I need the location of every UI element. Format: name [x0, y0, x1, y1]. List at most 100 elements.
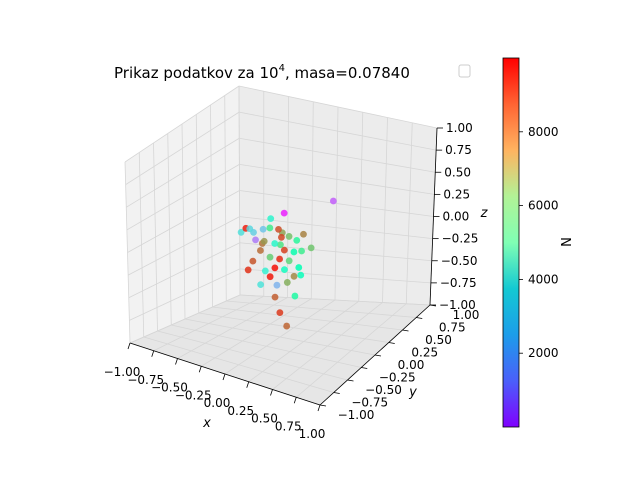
scatter-point: [260, 237, 268, 245]
y-tick-mark: [402, 329, 409, 332]
scatter-point: [307, 244, 315, 252]
grid-floor-y: [212, 306, 403, 331]
grid-floor-x: [272, 302, 383, 390]
x-tick-mark: [151, 350, 155, 357]
grid-left-y: [224, 95, 227, 302]
scatter-point: [276, 309, 284, 317]
scatter-point: [267, 215, 275, 223]
scatter-point: [298, 247, 305, 255]
scatter-point: [280, 209, 288, 217]
scatter-point: [281, 266, 288, 274]
scatter-point: [259, 225, 267, 233]
z-tick-label: 0.50: [444, 165, 471, 179]
scatter-point: [285, 257, 293, 265]
x-tick-label: 0.75: [275, 419, 302, 433]
grid-back-x: [382, 117, 388, 303]
x-tick-label: −1.00: [104, 365, 141, 379]
y-tick-label: −0.50: [365, 383, 402, 397]
scatter-point: [275, 225, 282, 233]
y-tick-label: 0.50: [425, 333, 452, 347]
scatter-point: [280, 246, 288, 254]
y-tick-mark: [347, 379, 354, 382]
scatter-point: [257, 247, 264, 254]
grid-left-y: [195, 114, 200, 314]
y-axis-label: y: [408, 385, 417, 400]
scatter-point: [283, 322, 291, 330]
grid-left-y: [238, 85, 241, 296]
scatter-point: [295, 264, 303, 271]
grid-floor-y: [198, 312, 389, 343]
scatter-point: [283, 279, 291, 286]
x-tick-label: 0.25: [227, 404, 254, 418]
scatter-point: [246, 225, 254, 233]
grid-left-z: [124, 85, 240, 163]
scatter-point: [273, 281, 281, 289]
x-tick-label: −0.25: [175, 388, 212, 402]
grid-floor-x: [295, 303, 407, 398]
y-tick-mark: [374, 354, 382, 357]
colorbar: 2000 4000 6000 8000 N: [502, 57, 575, 428]
colorbar-gradient: [502, 57, 520, 428]
x-tick-mark: [198, 366, 202, 373]
scatter-point: [278, 233, 285, 241]
scatter-point: [293, 236, 301, 244]
grid-floor-y: [184, 318, 376, 356]
z-tick-label: −0.50: [441, 254, 478, 268]
scatter-point: [271, 293, 279, 301]
z-axis-label: z: [480, 206, 489, 221]
scatter-point: [277, 241, 284, 249]
scatter-point: [237, 228, 245, 236]
scatter-point: [244, 266, 252, 274]
grid-left-z: [126, 137, 240, 208]
grid-back-z: [239, 137, 436, 173]
grid-left-z: [125, 111, 240, 185]
x-tick-mark: [175, 358, 178, 365]
scatter-point: [266, 253, 274, 261]
z-tick-label: −0.75: [440, 276, 477, 290]
x-tick-mark: [246, 381, 250, 388]
grid-back-z: [238, 85, 438, 129]
x-tick-label: 1.00: [299, 427, 326, 441]
x-tick-label: 0.00: [204, 396, 231, 410]
y-tick-label: −0.75: [351, 396, 388, 410]
scatter-point: [261, 267, 269, 275]
x-tick-mark: [270, 389, 273, 396]
y-tick-mark: [361, 367, 368, 369]
colorbar-tick-label: 4000: [528, 272, 559, 286]
x-tick-label: −0.75: [127, 373, 164, 387]
chart-title: Prikaz podatkov za 104, masa=0.07840: [114, 63, 410, 82]
scatter-point: [291, 292, 299, 300]
grid-left-y: [210, 104, 213, 308]
x-tick-label: 0.50: [251, 412, 278, 426]
grid-back-z: [239, 190, 434, 217]
x-tick-mark: [317, 404, 321, 412]
colorbar-tick-label: 2000: [528, 346, 559, 360]
scatter-point: [276, 255, 283, 263]
scatter-point: [266, 224, 274, 232]
scatter-point: [257, 281, 265, 289]
z-tick-label: −1.00: [439, 298, 476, 312]
y-tick-mark: [333, 392, 340, 394]
x-tick-mark: [222, 373, 226, 381]
grid-floor-x: [248, 300, 359, 383]
scatter-point: [297, 271, 305, 279]
grid-left-z: [126, 164, 240, 231]
z-tick-label: 0.75: [445, 143, 472, 157]
y-tick-label: −1.00: [338, 408, 375, 422]
y-tick-label: 1.00: [453, 308, 480, 322]
scatter-point: [249, 257, 257, 265]
grid-back-x: [358, 112, 364, 302]
y-tick-label: 0.25: [411, 346, 438, 360]
y-tick-label: 0.75: [439, 321, 466, 335]
scatter-points: [237, 197, 337, 330]
x-tick-label: −0.50: [151, 381, 188, 395]
z-tick-label: 0.00: [443, 210, 470, 224]
scatter-point: [252, 236, 259, 244]
scatter-point: [300, 230, 307, 238]
scatter-point: [266, 273, 274, 281]
z-tick-label: −0.25: [442, 232, 479, 246]
tick-labels: −1.00−0.75−0.50−0.250.000.250.500.751.00…: [104, 121, 480, 441]
colorbar-tick-label: 8000: [528, 125, 559, 139]
legend-box: [458, 64, 471, 78]
